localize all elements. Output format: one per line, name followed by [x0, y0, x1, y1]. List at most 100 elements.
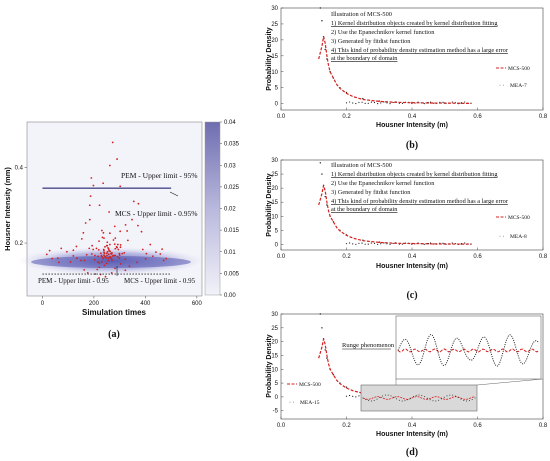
scatter-point [108, 232, 111, 235]
zoom-mea-point [379, 397, 381, 399]
scatter-point [137, 224, 139, 227]
scatter-point [140, 230, 143, 233]
y-tick-label: 0.2 [15, 241, 24, 247]
mea-point [377, 243, 379, 245]
svg-text:· ·: · · [499, 83, 505, 89]
scatter-point [106, 250, 109, 253]
mea-point [358, 242, 360, 244]
inset-plot [395, 315, 542, 380]
x-tick-label: 0.4 [408, 423, 417, 429]
y-axis-label: Housner Intensity (mm) [3, 167, 12, 251]
mea-point [362, 97, 364, 100]
zoom-mea-point [426, 397, 428, 399]
scatter-point [165, 257, 168, 260]
scatter-point [117, 248, 120, 251]
mea-point [361, 101, 363, 103]
zoom-mea-point [435, 400, 437, 402]
scatter-point [69, 261, 72, 263]
scatter-point [90, 253, 93, 255]
zoom-mea-point [370, 400, 372, 402]
legend-c: MCS-500 · · MEA-8 [496, 215, 530, 240]
mea-point [442, 101, 444, 103]
scatter-point [88, 247, 91, 250]
zoom-mea-point [449, 394, 451, 396]
mea-point [345, 243, 348, 245]
zoom-region [360, 384, 478, 412]
x-tick-label: 0.2 [342, 254, 351, 260]
scatter-point [126, 230, 129, 232]
mea-point [423, 243, 425, 245]
scatter-point [118, 257, 121, 260]
mea-point [367, 243, 369, 245]
scatter-point [86, 272, 89, 274]
colorbar-tick-label: 0.025 [224, 185, 240, 191]
scatter-point [155, 251, 157, 254]
mea-point [349, 101, 351, 103]
annotation-line: at the boundary of domain [331, 55, 398, 62]
scatter-point [100, 229, 103, 232]
zoom-mea-point [454, 395, 456, 397]
x-tick-label: 0 [41, 301, 45, 307]
x-axis-label: Housner Intensity (m) [376, 263, 448, 270]
x-tick-label: 400 [140, 301, 151, 307]
scatter-point [106, 244, 109, 247]
scatter-point [119, 185, 122, 188]
scatter-point [88, 204, 91, 207]
scatter-point [144, 258, 147, 260]
scatter-point [114, 254, 117, 257]
mea-point [345, 102, 348, 104]
scatter-point [51, 257, 54, 260]
zoom-mea-point [382, 395, 384, 397]
x-axis-label: Simulation times [82, 308, 147, 317]
y-axis-label: Probability Density [266, 334, 273, 398]
zoom-mea-point [438, 399, 440, 401]
scatter-point [102, 248, 105, 251]
mea-point [392, 242, 394, 245]
mea-point [326, 357, 328, 359]
mea-point [389, 243, 391, 245]
annotation-line: Illustration of MCS-500 [331, 11, 392, 18]
mea-point [364, 102, 366, 104]
scatter-point [96, 268, 99, 271]
mea-point [349, 394, 351, 397]
zoom-mea-point [396, 398, 398, 400]
x-tick-label: 0.0 [277, 114, 286, 120]
zoom-mea-point [393, 396, 395, 398]
mea-point [321, 327, 323, 329]
scatter-point [83, 269, 86, 271]
mea-point [464, 242, 466, 244]
colorbar [204, 121, 221, 296]
y-tick-label: 30 [271, 158, 278, 164]
scatter-point [119, 230, 122, 233]
mea-point [451, 242, 453, 244]
zoom-mea-point [457, 397, 459, 399]
mea-point [389, 103, 391, 105]
scatter-point [100, 255, 103, 258]
zoom-mea-point [463, 399, 465, 401]
annotation-mcs-lower: MCS - Upper limit - 0.95 [124, 277, 196, 285]
scatter-point [118, 252, 121, 255]
inset-mcs-trace [397, 348, 540, 353]
scatter-point [98, 262, 101, 264]
scatter-point [116, 243, 119, 246]
scatter-point [100, 261, 103, 263]
colorbar-tick-label: 0.035 [224, 142, 240, 148]
scatter-point [113, 243, 116, 246]
scatter-point [60, 247, 63, 250]
zoom-mea-point [474, 397, 476, 399]
svg-text:· ·: · · [289, 400, 295, 406]
zoom-mcs-trace [362, 396, 476, 400]
y-tick-label: 15 [271, 54, 278, 60]
scatter-point [72, 249, 75, 252]
panel-b: 0.0 0.2 0.4 0.6 0.8 0 5 10 15 20 25 30 Illustration… [266, 6, 548, 151]
colorbar-tick-label: 0.005 [224, 271, 240, 277]
scatter-point [104, 255, 106, 258]
zoom-mea-point [390, 395, 392, 397]
scatter-point [114, 267, 116, 270]
colorbar-ticks: 0.04 0.035 0.03 0.025 0.02 0.015 0.01 0.005 0.00 [220, 120, 240, 299]
y-tick-label: 0 [275, 102, 279, 108]
mea-point [373, 242, 376, 244]
scatter-point [109, 252, 112, 255]
scatter-point [72, 255, 75, 257]
